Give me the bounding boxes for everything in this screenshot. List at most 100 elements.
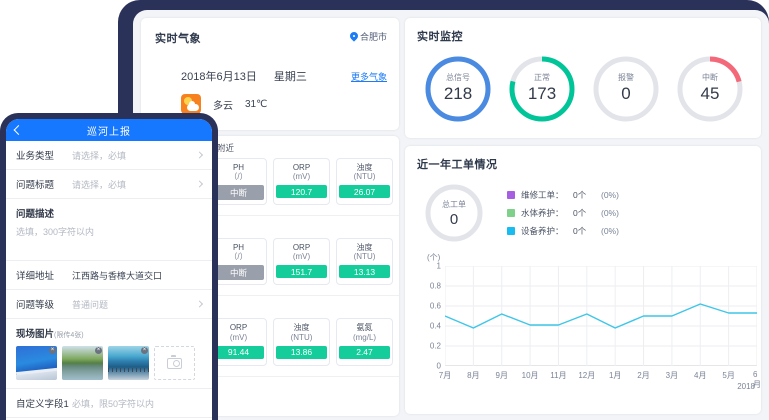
chart-year-label: 2018 bbox=[737, 382, 755, 391]
photo-upload-button[interactable] bbox=[154, 346, 195, 380]
y-tick-label: 0.6 bbox=[429, 301, 441, 311]
metric-name: PH bbox=[232, 163, 245, 172]
dashboard: 实时气象 合肥市 2018年6月13日 星期三 更多气象 bbox=[133, 10, 769, 420]
metric-card[interactable]: PH（/） 中断 bbox=[210, 238, 267, 286]
gauge-value: 0 bbox=[621, 84, 631, 104]
legend-percent: (0%) bbox=[601, 190, 619, 200]
divider bbox=[141, 215, 399, 217]
weather-temperature: 31℃ bbox=[245, 98, 268, 110]
site-photos-hint: (限传4张) bbox=[54, 332, 84, 339]
issue-description-label: 问题描述 bbox=[16, 209, 55, 220]
metric-unit: (mV) bbox=[292, 252, 311, 262]
x-tick-label: 10月 bbox=[521, 371, 539, 380]
close-icon[interactable]: × bbox=[141, 347, 148, 354]
metric-value: 13.13 bbox=[339, 265, 390, 279]
y-tick-label: 0.4 bbox=[429, 321, 441, 331]
address-value: 江西路与香樟大道交口 bbox=[72, 270, 163, 281]
gauge-value: 218 bbox=[443, 84, 473, 104]
metric-card[interactable]: ORP (mV) 120.7 bbox=[273, 158, 330, 206]
metric-unit: (mV) bbox=[292, 172, 311, 182]
metric-unit: (NTU) bbox=[353, 172, 376, 182]
photo-thumbnails: × × × bbox=[16, 346, 202, 380]
issue-description-block[interactable]: 问题描述 选填，300字符以内 bbox=[6, 199, 212, 261]
close-icon[interactable]: × bbox=[95, 347, 102, 354]
phone-form: 业务类型 请选择，必填 问题标题 请选择，必填 bbox=[6, 141, 212, 199]
x-tick-label: 9月 bbox=[495, 371, 508, 380]
metric-value: 26.07 bbox=[339, 185, 390, 199]
legend-percent: (0%) bbox=[601, 208, 619, 218]
issue-level-label: 问题等级 bbox=[16, 300, 55, 311]
camera-icon bbox=[167, 355, 182, 369]
legend-swatch-icon bbox=[507, 227, 515, 235]
orders-chart: (个) 0 0.2 0.4 0.6 0.8 1 7月 8月 9月 10月 11月 12月 1月 2月 3月… bbox=[417, 253, 761, 392]
photo-thumbnail[interactable]: × bbox=[108, 346, 149, 380]
total-orders-value: 0 bbox=[449, 210, 459, 228]
x-tick-label: 3月 bbox=[665, 371, 679, 380]
gauge-2[interactable]: 报警 0 bbox=[589, 52, 663, 126]
metric-name: PH bbox=[232, 243, 245, 253]
custom-field-value: 必填，限50字符以内 bbox=[72, 398, 155, 409]
gauge-label: 总信号 bbox=[446, 73, 470, 83]
weather-more-link[interactable]: 更多气象 bbox=[350, 71, 387, 82]
custom-field-row-0[interactable]: 自定义字段1 必填，限50字符以内 bbox=[6, 389, 212, 418]
address-row[interactable]: 详细地址 江西路与香樟大道交口 bbox=[6, 261, 212, 290]
issue-level-row[interactable]: 问题等级 普通问题 bbox=[6, 290, 212, 319]
weather-date-row: 2018年6月13日 星期三 更多气象 bbox=[181, 68, 387, 84]
weather-condition-row: 多云 31℃ bbox=[181, 94, 387, 114]
metric-value: 2.47 bbox=[339, 345, 390, 359]
metric-card[interactable]: 氨氮 (mg/L) 2.47 bbox=[336, 318, 393, 366]
phone-titlebar: 巡河上报 bbox=[6, 119, 212, 141]
metric-value: 中断 bbox=[213, 185, 264, 201]
legend-swatch-icon bbox=[507, 209, 515, 217]
legend-count: 0个 bbox=[573, 208, 587, 218]
photo-thumbnail[interactable]: × bbox=[62, 346, 103, 380]
metric-name: ORP bbox=[292, 243, 311, 253]
site-photos-label: 现场图片(限传4张) bbox=[16, 326, 202, 340]
gauge-0[interactable]: 总信号 218 bbox=[421, 52, 495, 126]
y-tick-label: 1 bbox=[436, 261, 441, 271]
form-row-1[interactable]: 问题标题 请选择，必填 bbox=[6, 170, 212, 199]
metric-name: 浊度 bbox=[356, 163, 373, 172]
metric-name: ORP bbox=[229, 323, 248, 333]
close-icon[interactable]: × bbox=[49, 347, 56, 354]
x-tick-label: 12月 bbox=[578, 371, 596, 380]
gauge-1[interactable]: 正常 173 bbox=[505, 52, 579, 126]
back-arrow-icon[interactable] bbox=[13, 125, 24, 135]
metric-unit: (mg/L) bbox=[352, 332, 377, 342]
gauge-group: 总信号 218 正常 173 报警 0 中断 45 bbox=[417, 52, 751, 126]
metric-card[interactable]: 浊度 (NTU) 13.86 bbox=[273, 318, 330, 366]
metric-card[interactable]: 浊度 (NTU) 26.07 bbox=[336, 158, 393, 206]
legend-count: 0个 bbox=[573, 226, 587, 236]
metric-card[interactable]: PH（/） 中断 bbox=[210, 158, 267, 206]
sun-cloud-icon bbox=[181, 94, 201, 114]
form-value: 请选择，必填 bbox=[72, 150, 127, 161]
gauge-label: 正常 bbox=[534, 73, 550, 83]
form-label: 业务类型 bbox=[16, 151, 55, 162]
x-tick-label: 6月 bbox=[753, 370, 761, 389]
custom-field-label: 自定义字段1 bbox=[16, 399, 69, 410]
x-tick-label: 1月 bbox=[608, 371, 622, 380]
form-row-0[interactable]: 业务类型 请选择，必填 bbox=[6, 141, 212, 170]
gauge-3[interactable]: 中断 45 bbox=[673, 52, 747, 126]
legend-name: 维修工单： bbox=[521, 190, 564, 200]
weather-location[interactable]: 合肥市 bbox=[348, 29, 387, 43]
y-tick-label: 0 bbox=[436, 361, 441, 371]
metric-value: 13.86 bbox=[276, 345, 327, 359]
legend-count: 0个 bbox=[573, 190, 587, 200]
orders-card: 近一年工单情况 总工单 0 维修工单： 0个 (0%) 水体养护： 0个 (0%) 设备养护… bbox=[405, 146, 761, 414]
monitor-card: 实时监控 总信号 218 正常 173 报警 0 中断 45 bbox=[405, 18, 761, 138]
weather-date-value: 2018年6月13日 bbox=[181, 71, 257, 83]
metric-value: 151.7 bbox=[276, 265, 327, 279]
metric-card[interactable]: ORP (mV) 151.7 bbox=[273, 238, 330, 286]
legend-name: 设备养护： bbox=[521, 226, 564, 236]
metric-card[interactable]: 浊度 (NTU) 13.13 bbox=[336, 238, 393, 286]
x-tick-label: 7月 bbox=[438, 371, 452, 380]
form-value: 请选择，必填 bbox=[72, 179, 127, 190]
metric-value: 91.44 bbox=[213, 345, 264, 359]
metric-card[interactable]: ORP (mV) 91.44 bbox=[210, 318, 267, 366]
chart-y-axis: 0 0.2 0.4 0.6 0.8 1 bbox=[419, 260, 441, 372]
x-tick-label: 8月 bbox=[467, 371, 480, 380]
photo-thumbnail[interactable]: × bbox=[16, 346, 57, 380]
